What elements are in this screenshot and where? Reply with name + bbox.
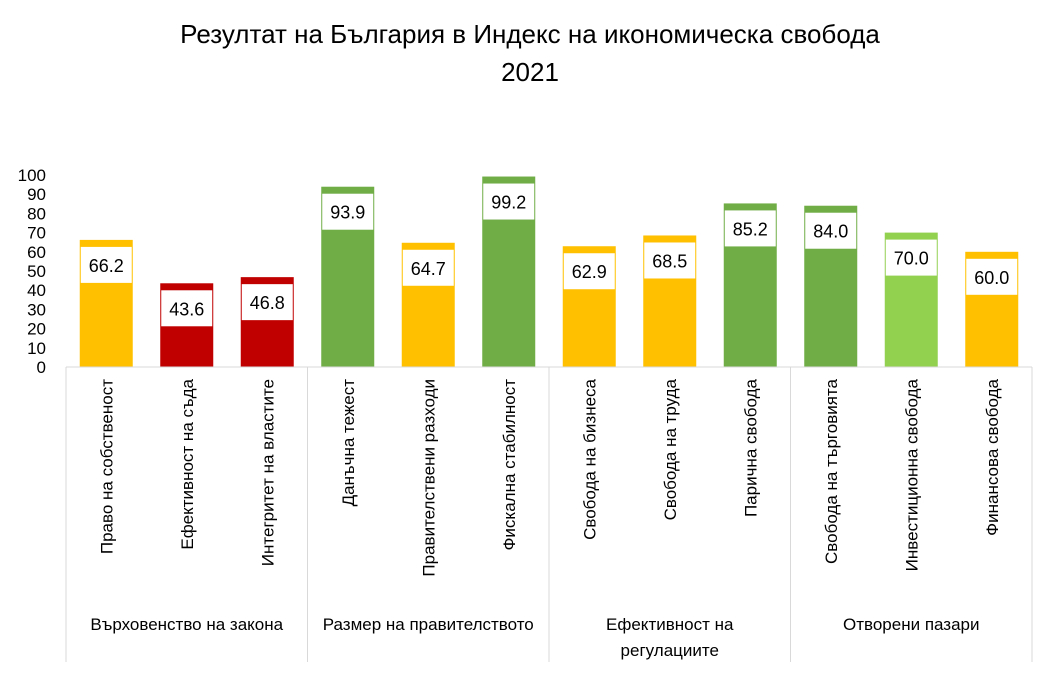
data-label: 46.8 bbox=[250, 293, 285, 313]
category-label: Право на собственост bbox=[97, 379, 116, 554]
bars-layer: 66.2 43.6 46.8 93.9 64.7 99.2 62.9 68.5 85.2 84.0… bbox=[79, 176, 1019, 367]
data-label-box bbox=[483, 183, 535, 220]
category-label: Интегритет на властите bbox=[258, 379, 277, 566]
category-label: Инвестиционна свобода bbox=[902, 378, 921, 571]
data-label-box bbox=[402, 249, 454, 286]
y-tick-label: 20 bbox=[27, 320, 46, 339]
group-label: Ефективност на bbox=[606, 615, 734, 634]
y-tick-label: 70 bbox=[27, 224, 46, 243]
y-tick-label: 0 bbox=[37, 358, 46, 377]
chart-title-line2: 2021 bbox=[501, 57, 559, 87]
group-label: Върховенство на закона bbox=[90, 615, 283, 634]
data-label-box bbox=[241, 284, 293, 321]
data-label: 62.9 bbox=[572, 262, 607, 282]
group-label: Размер на правителството bbox=[323, 615, 534, 634]
y-tick-label: 40 bbox=[27, 281, 46, 300]
y-tick-label: 50 bbox=[27, 262, 46, 281]
y-tick-label: 60 bbox=[27, 243, 46, 262]
data-label: 43.6 bbox=[169, 299, 204, 319]
data-label: 93.9 bbox=[330, 203, 365, 223]
data-label: 66.2 bbox=[89, 256, 124, 276]
data-label-box bbox=[161, 290, 213, 327]
group-label: Отворени пазари bbox=[843, 615, 980, 634]
data-label-box bbox=[885, 239, 937, 276]
data-label: 64.7 bbox=[411, 259, 446, 279]
category-label: Ефективност на съда bbox=[178, 378, 197, 549]
y-tick-label: 80 bbox=[27, 204, 46, 223]
category-label: Данъчна тежест bbox=[339, 379, 358, 507]
data-label: 99.2 bbox=[491, 193, 526, 213]
category-label: Правителствени разходи bbox=[419, 379, 438, 577]
data-label-box bbox=[80, 246, 132, 283]
data-label-box bbox=[644, 242, 696, 279]
data-label-box bbox=[322, 193, 374, 230]
data-label-box bbox=[805, 212, 857, 249]
y-tick-label: 90 bbox=[27, 185, 46, 204]
data-label-box bbox=[724, 210, 776, 247]
y-tick-label: 30 bbox=[27, 300, 46, 319]
chart-title-line1: Резултат на България в Индекс на икономи… bbox=[180, 19, 880, 49]
category-label: Финансова свобода bbox=[983, 378, 1002, 535]
data-label-box bbox=[966, 258, 1018, 295]
data-label: 85.2 bbox=[733, 219, 768, 239]
data-label: 68.5 bbox=[652, 251, 687, 271]
category-label: Фискална стабилност bbox=[500, 379, 519, 551]
data-label: 60.0 bbox=[974, 268, 1009, 288]
y-tick-label: 10 bbox=[27, 339, 46, 358]
category-label: Свобода на търговията bbox=[822, 378, 841, 564]
group-label: регулациите bbox=[621, 641, 719, 660]
data-label: 84.0 bbox=[813, 222, 848, 242]
category-label: Свобода на труда bbox=[661, 378, 680, 520]
data-label: 70.0 bbox=[894, 249, 929, 269]
category-label: Свобода на бизнеса bbox=[580, 378, 599, 539]
y-tick-label: 100 bbox=[18, 166, 46, 185]
category-label: Парична свобода bbox=[741, 378, 760, 517]
x-axis: Право на собственост Ефективност на съда И… bbox=[65, 366, 1033, 662]
data-label-box bbox=[563, 253, 615, 290]
